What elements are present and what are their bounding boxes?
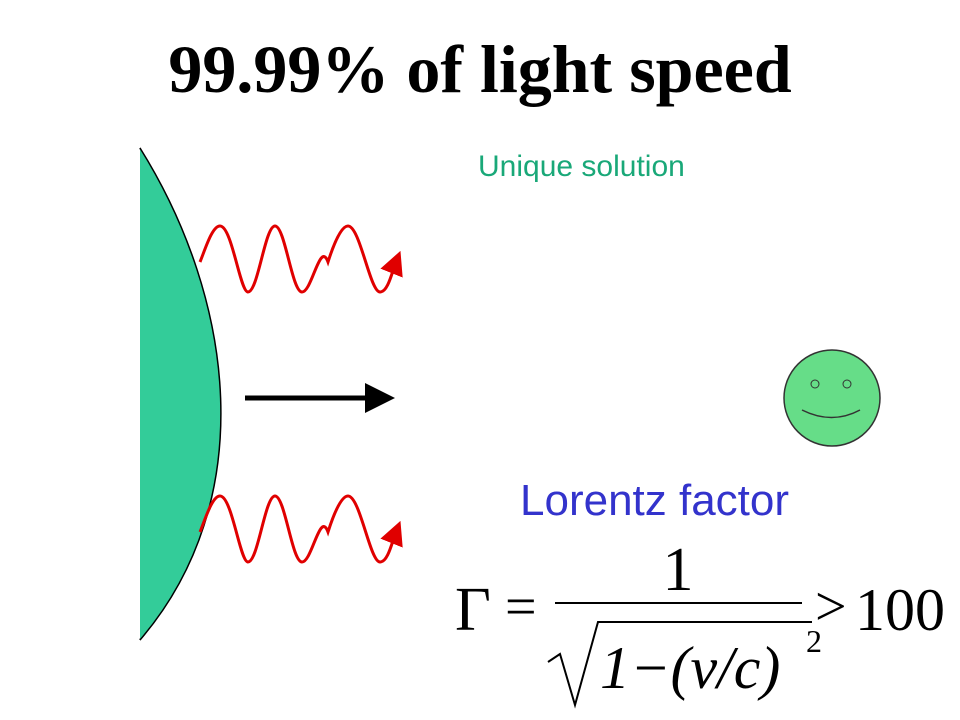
bottom-label: Lorentz factor	[520, 476, 789, 525]
wave	[198, 224, 403, 294]
mirror-edge	[139, 147, 222, 641]
sqrt-sign	[547, 621, 812, 709]
formula-equals: =	[505, 576, 537, 638]
formula-numerator: 1	[663, 536, 694, 604]
formula-relation: >	[815, 576, 847, 638]
formula-bound: 100	[855, 577, 945, 643]
formula: Γ = 1 1−(v/c) 2 > 100	[455, 536, 945, 709]
formula-denominator: 1−(v/c)	[600, 635, 780, 701]
smiley	[783, 349, 881, 447]
formula-lhs: Γ	[455, 576, 491, 644]
wave	[198, 494, 403, 564]
top-label: Unique solution	[478, 150, 685, 183]
formula-exponent: 2	[806, 623, 822, 659]
slide-title: 99.99% of light speed	[168, 31, 792, 107]
